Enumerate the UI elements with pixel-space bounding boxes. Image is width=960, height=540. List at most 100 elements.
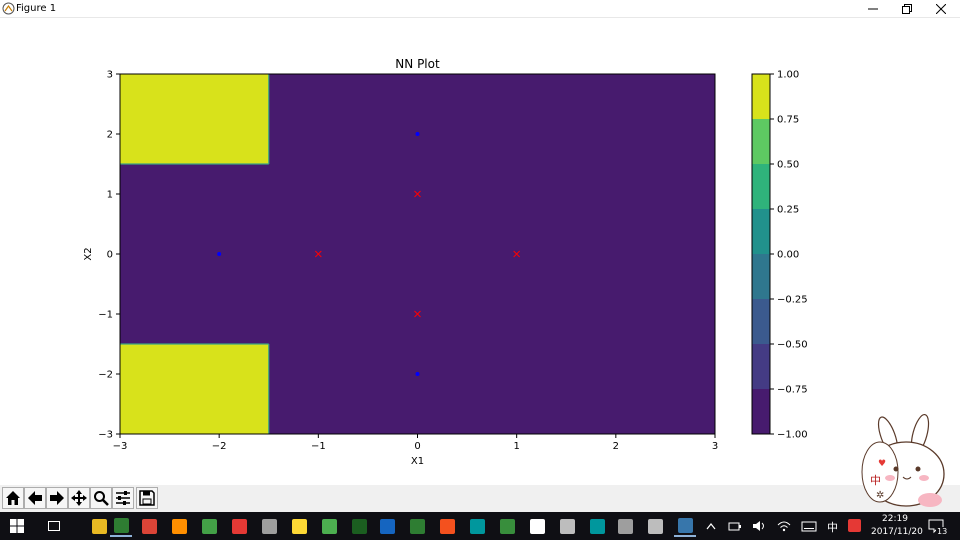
pan-button[interactable] [68,487,90,509]
red-x-point-3 [414,310,421,318]
taskbar-app-app-s2[interactable] [228,515,250,537]
back-icon [28,491,42,505]
sogou-input-icon[interactable] [848,519,861,532]
task-view-button[interactable] [43,515,65,537]
app-icon-green [201,518,217,534]
taskbar-app-settings[interactable] [526,515,548,537]
taskbar-app-sticky-notes[interactable] [288,515,310,537]
contour-region-1 [120,74,269,164]
taskbar-app-keyboard[interactable] [614,515,636,537]
doc-icon [379,518,395,534]
restore-icon [902,4,912,14]
start-button[interactable] [6,515,28,537]
battery-icon[interactable] [728,520,742,532]
keyboard-icon [617,518,633,534]
y-tick-label-6: −3 [98,430,113,441]
taskbar-app-app-s[interactable] [168,515,190,537]
wifi-icon[interactable] [777,520,791,532]
arduino-icon [469,518,485,534]
home-button[interactable] [2,487,24,509]
save-button[interactable] [136,487,158,509]
minimize-icon [868,8,878,10]
colorbar-tick-label-2: 0.50 [777,160,799,171]
colorbar-band-2 [752,299,770,344]
volume-icon[interactable] [752,520,766,532]
restore-button[interactable] [890,0,924,18]
action-center-icon[interactable] [928,518,944,534]
x-tick-label-2: −1 [311,441,326,452]
show-hidden-icons-icon[interactable] [706,522,716,530]
python-icon [677,517,693,533]
colorbar-band-4 [752,209,770,254]
arduino2-icon [589,518,605,534]
colorbar-band-6 [752,119,770,164]
colorbar-tick-label-8: −1.00 [777,430,808,441]
chart-title: NN Plot [395,57,440,71]
forward-icon [50,491,64,505]
colorbar-tick-label-6: −0.50 [777,340,808,351]
pan-icon [71,490,87,506]
y-tick-label-4: −1 [98,310,113,321]
taskbar-app-wechat[interactable] [318,515,340,537]
app-icon-stripe [499,518,515,534]
taskbar-app-file-explorer[interactable] [88,515,110,537]
taskbar-app-device[interactable] [644,515,666,537]
chrome-icon [141,518,157,534]
taskbar-app-terminal[interactable] [110,515,132,537]
file-explorer-icon [91,518,107,534]
taskbar-app-doc[interactable] [376,515,398,537]
figure-canvas[interactable]: −3 −2 −1 0 1 2 3 3 2 1 0 −1 −2 −3 NN Plot X1 X2 1.00 0.75 0… [0,18,960,485]
back-button[interactable] [24,487,46,509]
taskbar-app-pen[interactable] [258,515,280,537]
taskbar-app-chrome[interactable] [138,515,160,537]
minimize-button[interactable] [856,0,890,18]
colorbar-band-1 [752,344,770,389]
save-icon [139,490,155,506]
colorbar-band-top [752,74,770,119]
x-tick-label-0: −3 [113,441,128,452]
pen-icon [261,518,277,534]
rabbit-mascot-icon: 中 ♥ ✲ [861,414,945,507]
clock-time[interactable]: 22:19 [882,514,908,524]
taskbar-app-app-green[interactable] [198,515,220,537]
colorbar-tick-label-7: −0.75 [777,385,808,396]
zoom-button[interactable] [90,487,112,509]
y-axis-label: X2 [83,247,94,260]
taskbar-app-excel[interactable] [406,515,428,537]
configure-subplots-button[interactable] [112,487,134,509]
red-x-point-1 [314,250,322,258]
taskbar-app-python[interactable] [674,515,696,537]
taskbar-app-app-stripe[interactable] [496,515,518,537]
forward-button[interactable] [46,487,68,509]
blue-point-1 [217,252,222,256]
y-tick-label-5: −2 [98,370,113,381]
window-titlebar: Figure 1 [0,0,960,18]
colorbar-band-3 [752,254,770,299]
ime-indicator[interactable]: 中 [827,521,838,534]
taskbar-app-arduino[interactable] [466,515,488,537]
taskbar-app-app-v[interactable] [348,515,370,537]
taskbar-app-git[interactable] [436,515,458,537]
contour-region-2 [120,344,269,434]
y-tick-label-2: 1 [107,190,113,201]
red-x-point-0 [414,190,421,198]
svg-text:中: 中 [870,474,881,487]
window-title: Figure 1 [16,3,57,14]
colorbar-tick-label-5: −0.25 [777,295,808,306]
x-axis-label: X1 [411,456,424,467]
close-button[interactable] [924,0,958,18]
taskbar-app-arduino2[interactable] [586,515,608,537]
colorbar-band-5 [752,164,770,209]
taskbar-app-screen[interactable] [556,515,578,537]
python-figure-icon [2,2,15,15]
notification-count: 13 [936,527,949,536]
y-tick-label-3: 0 [107,250,113,261]
git-icon [439,518,455,534]
x-tick-label-1: −2 [212,441,227,452]
matplotlib-toolbar [0,485,960,512]
colorbar-tick-label-3: 0.25 [777,205,799,216]
clock-date[interactable]: 2017/11/20 [871,527,923,537]
colorbar-tick-label-4: 0.00 [777,250,799,261]
blue-point-0 [415,132,420,136]
keyboard-tray-icon[interactable] [801,520,817,532]
